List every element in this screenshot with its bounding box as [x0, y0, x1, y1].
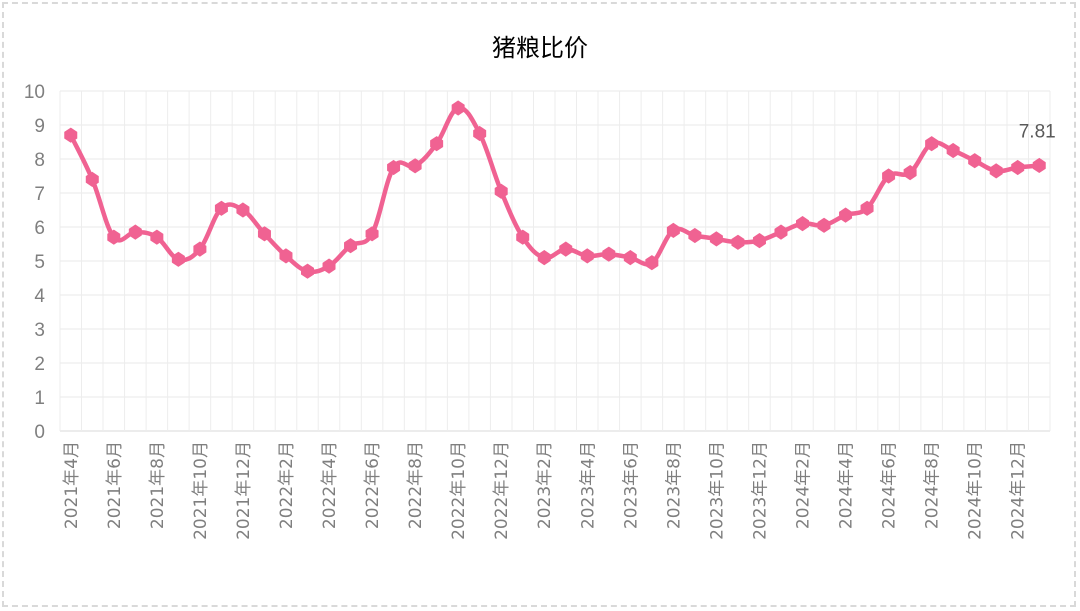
x-tick-label: 2024年10月: [966, 441, 986, 540]
data-point: [580, 248, 594, 264]
series-path: [68, 105, 1042, 275]
x-tick-label: 2023年6月: [621, 441, 641, 529]
y-tick-label: 0: [34, 422, 45, 443]
data-point: [688, 227, 702, 244]
x-tick-label: 2021年10月: [191, 441, 211, 540]
data-point: [602, 246, 616, 262]
x-tick-label: 2024年4月: [837, 441, 857, 529]
x-tick-label: 2022年4月: [320, 441, 340, 529]
data-label: 7.81: [1019, 121, 1056, 142]
data-point: [236, 202, 250, 218]
data-point: [537, 249, 551, 266]
data-point: [257, 226, 271, 242]
y-tick-label: 5: [34, 252, 45, 273]
x-tick-label: 2022年2月: [277, 441, 297, 529]
x-tick-label: 2023年2月: [535, 441, 555, 529]
x-tick-label: 2021年4月: [62, 441, 82, 529]
data-point: [796, 215, 809, 232]
data-point: [473, 125, 487, 142]
data-point: [1011, 159, 1025, 176]
x-tick-label: 2023年4月: [578, 441, 598, 529]
data-labels: 7.81: [1019, 121, 1056, 142]
x-tick-label: 2022年8月: [406, 441, 426, 529]
data-point: [365, 226, 379, 242]
data-point: [387, 159, 401, 176]
data-point: [128, 224, 142, 240]
x-axis: 2021年4月 2021年6月 2021年8月 2021年10月 2021年12月 202…: [62, 441, 1029, 540]
data-point: [839, 207, 853, 223]
data-point: [989, 163, 1003, 179]
x-tick-label: 2023年8月: [664, 441, 684, 529]
x-tick-label: 2024年8月: [923, 441, 943, 529]
data-point: [344, 238, 358, 254]
series-markers: [64, 100, 1046, 279]
data-point: [430, 136, 444, 152]
data-point: [817, 217, 831, 233]
x-tick-label: 2024年2月: [794, 441, 814, 529]
data-point: [559, 241, 573, 257]
x-tick-label: 2023年10月: [707, 441, 727, 540]
data-point: [279, 248, 293, 264]
data-point: [946, 142, 960, 159]
data-point: [494, 183, 508, 199]
y-tick-label: 2: [34, 354, 45, 375]
data-point: [107, 229, 121, 245]
data-point: [85, 171, 99, 188]
data-point: [322, 258, 336, 274]
x-tick-label: 2024年12月: [1009, 441, 1029, 540]
x-tick-label: 2024年6月: [880, 441, 900, 529]
y-axis: 0 1 2 3 4 5 6 7 8 9 10: [24, 82, 46, 443]
data-point: [623, 249, 637, 266]
data-point: [171, 251, 185, 267]
y-tick-label: 3: [34, 320, 45, 341]
data-point: [301, 263, 314, 279]
data-point: [193, 241, 207, 257]
data-point: [860, 200, 874, 216]
data-point: [731, 234, 745, 250]
y-tick-label: 4: [34, 286, 45, 307]
data-point: [882, 168, 896, 184]
data-point: [150, 229, 164, 245]
data-point: [408, 158, 422, 174]
data-point: [968, 153, 982, 169]
data-point: [752, 232, 766, 249]
gridlines: [59, 90, 1051, 432]
data-point: [666, 222, 680, 239]
series-line: [68, 105, 1042, 275]
data-point: [774, 224, 788, 240]
x-tick-label: 2021年6月: [105, 441, 125, 529]
y-tick-label: 8: [34, 150, 45, 171]
y-tick-label: 6: [34, 218, 45, 239]
x-tick-label: 2021年12月: [234, 441, 254, 540]
data-point: [1032, 157, 1046, 174]
data-point: [709, 231, 723, 247]
data-point: [645, 255, 659, 271]
y-tick-label: 9: [34, 116, 45, 137]
y-tick-label: 7: [34, 184, 45, 205]
y-tick-label: 10: [24, 82, 45, 103]
data-point: [64, 127, 78, 143]
x-tick-label: 2022年6月: [363, 441, 383, 529]
y-tick-label: 1: [34, 388, 45, 409]
x-tick-label: 2022年10月: [449, 441, 469, 540]
data-point: [516, 229, 530, 245]
chart-title: 猪粮比价: [492, 34, 588, 62]
data-point: [903, 164, 917, 181]
data-point: [214, 200, 228, 216]
x-tick-label: 2022年12月: [492, 441, 512, 540]
data-point: [451, 100, 465, 116]
x-tick-label: 2021年8月: [148, 441, 168, 529]
data-point: [925, 136, 939, 152]
x-tick-label: 2023年12月: [750, 441, 770, 540]
